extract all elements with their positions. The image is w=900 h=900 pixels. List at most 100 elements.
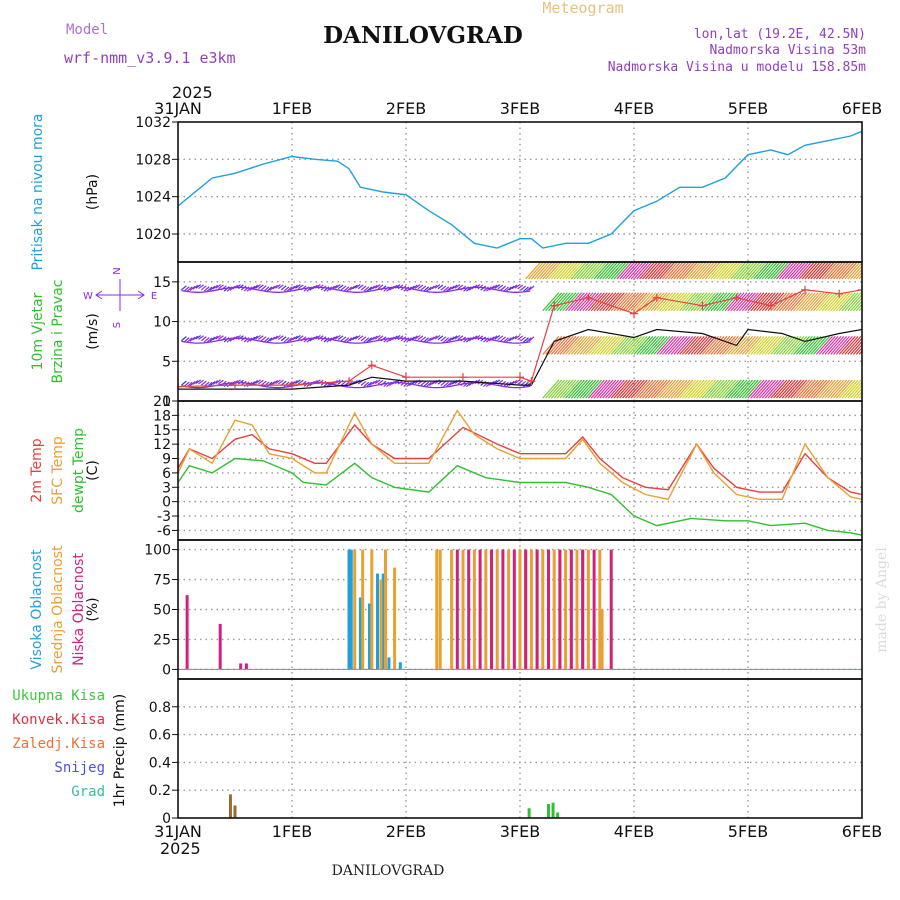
wind-barb — [682, 336, 699, 355]
frame-temperature — [177, 400, 863, 541]
wind-barb — [850, 384, 862, 399]
wind-barb — [525, 337, 532, 343]
gust-marker — [766, 301, 775, 310]
bar-cloud — [490, 549, 493, 670]
bar-cloud — [435, 549, 439, 670]
wind-barb — [790, 292, 808, 312]
wind-barb — [352, 335, 358, 341]
wind-barb — [568, 292, 585, 312]
wind-barb — [619, 379, 637, 399]
bar-cloud — [239, 663, 243, 670]
wind-barb — [434, 284, 441, 289]
wind-barb — [647, 336, 665, 355]
wind-barb — [756, 262, 773, 280]
wind-barb — [659, 262, 676, 280]
wind-barb — [710, 336, 728, 355]
wind-barb — [186, 337, 193, 343]
wind-barb — [443, 337, 450, 343]
wind-barb — [280, 285, 287, 291]
gust-marker — [367, 361, 376, 370]
wind-barb — [787, 262, 804, 280]
wind-barb — [548, 262, 565, 280]
wind-barb — [844, 379, 862, 399]
wind-barb — [633, 336, 651, 355]
wind-barb — [616, 379, 634, 399]
wind-barb — [562, 262, 579, 280]
wind-barb — [813, 262, 830, 280]
wind-barb — [644, 262, 662, 280]
wind-barb — [255, 379, 261, 385]
wind-barb — [667, 262, 685, 280]
wind-barb-staff — [181, 286, 531, 293]
wind-barb — [693, 336, 711, 355]
wind-barb — [448, 285, 455, 291]
bar-precip — [233, 805, 237, 818]
series-pressure — [177, 130, 863, 249]
wind-barb — [553, 292, 571, 312]
wind-barb — [517, 335, 524, 341]
bar-cloud — [376, 573, 379, 670]
wind-barb — [838, 379, 856, 399]
wind-barb — [776, 336, 793, 355]
ytick-label-pressure: 1028 — [135, 152, 171, 168]
wind-barb — [764, 379, 782, 399]
wind-barb — [696, 292, 714, 312]
wind-barb — [181, 380, 187, 386]
ytick-label-cloud: 0 — [162, 662, 171, 678]
wind-barb — [656, 336, 674, 355]
bar-cloud — [381, 573, 385, 670]
wind-barb — [804, 262, 821, 280]
wind-barb — [505, 286, 512, 292]
wind-barb — [186, 286, 193, 292]
wind-barb — [841, 262, 858, 280]
wind-barb — [650, 262, 667, 280]
wind-barb — [756, 336, 773, 355]
wind-barb — [283, 286, 290, 292]
wind-barb — [511, 284, 518, 290]
wind-barb — [263, 381, 270, 387]
bar-cloud — [564, 549, 568, 670]
wind-barb — [343, 337, 350, 343]
wind-barb — [730, 292, 748, 312]
wind-barb — [585, 262, 602, 280]
wind-barb — [753, 262, 770, 280]
wind-barb — [676, 292, 694, 312]
wind-barb — [801, 379, 819, 399]
wind-barb — [758, 379, 776, 399]
wind-barb — [684, 262, 702, 280]
ytick-label-wind: 5 — [162, 354, 171, 370]
wind-barb — [525, 381, 532, 387]
wind-barb — [744, 379, 762, 399]
wind-barb — [807, 262, 824, 280]
wind-barb — [761, 336, 779, 355]
wind-barb — [286, 381, 293, 388]
wind-barb — [610, 292, 628, 312]
wind-barb — [255, 284, 261, 289]
wind-barb — [428, 380, 435, 386]
wind-barb — [821, 379, 839, 399]
bar-cloud — [478, 549, 482, 670]
bar-cloud — [353, 549, 357, 670]
wind-barb — [701, 379, 719, 399]
gust-marker — [732, 293, 741, 302]
bar-cloud — [379, 579, 383, 670]
bar-cloud — [383, 549, 387, 670]
bar-cloud — [512, 549, 516, 670]
frame-pressure — [177, 121, 863, 263]
wind-barb — [824, 292, 842, 312]
ytick-label-wind: 0 — [162, 394, 171, 410]
wind-barb — [568, 262, 585, 280]
wind-barb — [653, 292, 671, 312]
wind-barb — [246, 286, 253, 292]
wind-barb — [565, 262, 582, 280]
wind-barb — [835, 262, 853, 280]
wind-barb — [739, 336, 756, 355]
wind-barb — [793, 262, 810, 280]
wind-barb — [363, 337, 370, 343]
station-title: DANILOVGRAD — [323, 22, 523, 49]
side-label-temperature: dewpt Temp — [71, 428, 87, 513]
date-tick-top: 31JAN — [154, 99, 202, 118]
series-temperature — [177, 457, 863, 536]
wind-barb — [707, 336, 725, 355]
wind-barb — [625, 292, 642, 312]
